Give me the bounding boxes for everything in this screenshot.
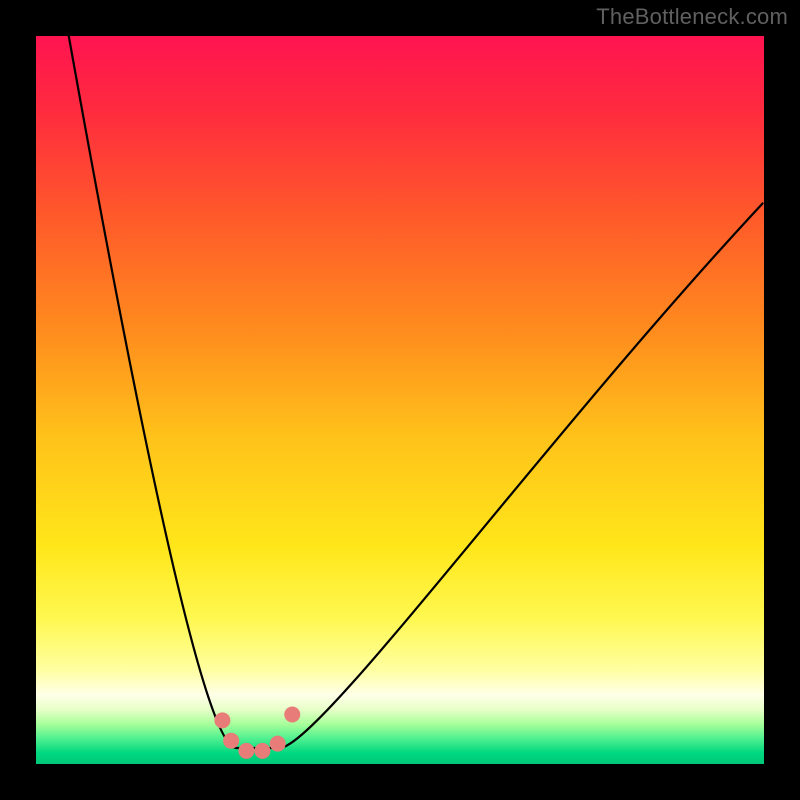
watermark-text: TheBottleneck.com <box>596 4 788 30</box>
bottleneck-curve-chart <box>0 0 800 800</box>
chart-root: TheBottleneck.com <box>0 0 800 800</box>
valley-marker <box>223 733 239 749</box>
gradient-background <box>36 36 764 764</box>
valley-marker <box>238 743 254 759</box>
valley-marker <box>254 743 270 759</box>
valley-marker <box>214 712 230 728</box>
valley-marker <box>284 706 300 722</box>
valley-marker <box>270 736 286 752</box>
